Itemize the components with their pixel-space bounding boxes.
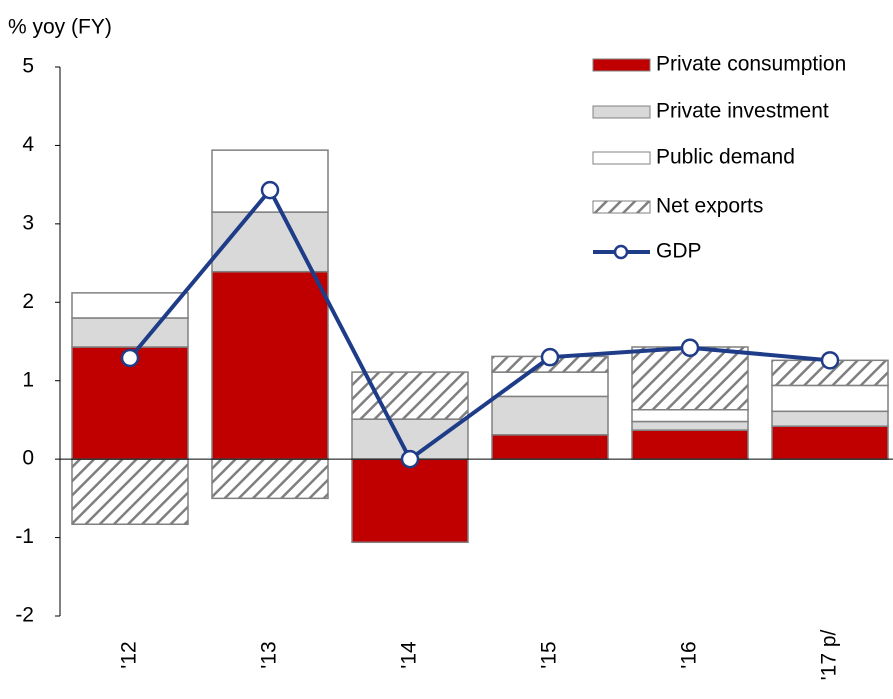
x-tick-label: '13 (258, 641, 281, 668)
y-tick-label: 2 (22, 290, 34, 313)
legend-swatch (592, 58, 651, 72)
legend-label: Private investment (656, 100, 829, 123)
bar-segment (491, 434, 609, 460)
bar-segment (211, 270, 329, 460)
legend-label: GDP (656, 240, 702, 263)
legend-swatch (592, 105, 651, 119)
y-tick-label: 3 (22, 211, 34, 234)
gdp-marker (400, 449, 420, 469)
x-tick-label: '12 (118, 641, 141, 668)
y-tick-label: -2 (15, 604, 34, 627)
legend-label: Public demand (656, 146, 795, 169)
y-tick-label: 1 (22, 368, 34, 391)
bar-segment (71, 317, 189, 348)
x-tick-label: '16 (678, 641, 701, 668)
gdp-marker (820, 351, 840, 370)
bar-segment (631, 420, 749, 431)
gdp-marker (120, 348, 140, 368)
legend-swatch (592, 151, 651, 165)
gdp-marker (540, 347, 560, 367)
legend-label: Net exports (656, 195, 763, 218)
legend-label: Private consumption (656, 53, 846, 76)
gdp-marker (680, 338, 700, 358)
y-axis-label: % yoy (FY) (8, 16, 112, 39)
bar-segment (351, 458, 469, 544)
gdp-line (128, 186, 831, 463)
bar-segment (771, 425, 889, 460)
y-tick-label: 0 (22, 447, 34, 470)
bar-segment (71, 458, 189, 525)
bar-segment (71, 292, 189, 319)
x-tick-label: '17 p/ (818, 629, 841, 680)
bar-segment (631, 408, 749, 423)
y-tick-label: 4 (22, 133, 34, 156)
gdp-marker (260, 180, 280, 200)
bar-segment (491, 371, 609, 398)
bar-segment (351, 371, 469, 420)
legend-swatch (592, 200, 651, 214)
bar-segment (491, 395, 609, 436)
bar-segment (211, 458, 329, 500)
x-tick-label: '15 (538, 641, 561, 668)
legend-marker (613, 244, 629, 260)
y-tick-label: 5 (22, 55, 34, 78)
bar-segment (631, 429, 749, 460)
y-tick-label: -1 (15, 525, 34, 548)
bar-segment (771, 384, 889, 413)
x-tick-label: '14 (398, 641, 421, 669)
bar-segment (771, 410, 889, 427)
